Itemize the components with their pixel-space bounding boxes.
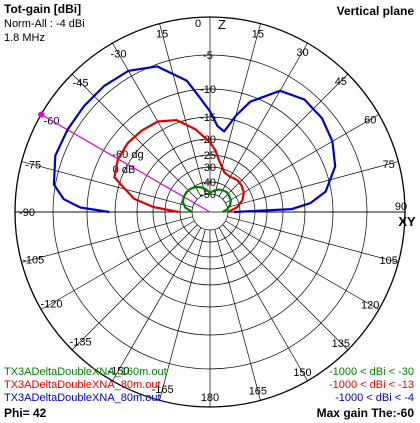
grid-spoke	[159, 229, 206, 401]
radial-tick-label: -30	[200, 162, 216, 174]
pattern-line-blue	[52, 65, 337, 214]
grid-spoke	[227, 161, 399, 208]
pattern-line-green	[181, 186, 232, 213]
grid-spoke	[222, 73, 349, 200]
grid-spoke	[214, 229, 261, 401]
angle-tick-label-left: -105	[22, 254, 44, 266]
angle-tick-label: 135	[332, 338, 350, 350]
plane-label: Vertical plane	[336, 4, 414, 18]
normalization-label: Norm-All : -4 dBi	[4, 18, 85, 30]
grid-spoke	[214, 23, 261, 195]
angle-tick-label-left: -135	[70, 336, 92, 348]
chart-title: Tot-gain [dBi]	[4, 2, 82, 16]
angle-tick-label: 60	[364, 115, 376, 127]
legend-file-red: TX3ADeltaDoubleXNA_80m.out	[4, 379, 161, 391]
angle-tick-label: 75	[383, 159, 395, 171]
grid-spoke	[225, 114, 380, 204]
cursor-gain-label: 0 dB	[113, 164, 136, 176]
grid-spoke	[227, 216, 399, 263]
legend-range-green: -1000 < dBi < -30	[328, 366, 414, 378]
angle-tick-label-left: -120	[41, 299, 63, 311]
radial-tick-label: -25	[200, 150, 216, 162]
max-gain-label: Max gain The:-60	[316, 406, 414, 420]
angle-tick-label: 105	[380, 255, 398, 267]
angle-tick-label: 120	[361, 300, 379, 312]
grid-spoke	[21, 216, 193, 263]
legend-range-red: -1000 < dBi < -13	[328, 379, 414, 391]
grid-spoke	[71, 224, 198, 351]
angle-tick-label-left: -30	[111, 49, 127, 61]
axis-label-z: Z	[218, 17, 226, 32]
angle-tick-label-left: -75	[25, 160, 41, 172]
cursor-marker	[38, 111, 45, 118]
angle-tick-label: 165	[249, 386, 267, 398]
pattern-line-red	[113, 119, 245, 214]
grid-spoke	[222, 224, 349, 351]
legend-file-green: TX3ADeltaDoubleXNA_160m.out	[4, 366, 167, 378]
phi-label: Phi= 42	[4, 406, 47, 420]
radial-tick-label: -40	[200, 177, 216, 189]
angle-tick-label-left: -150	[107, 365, 129, 377]
angle-tick-label: 45	[335, 76, 347, 88]
grid-spoke	[225, 220, 380, 310]
legend-range-blue: -1000 < dBi < -4	[335, 392, 414, 404]
angle-tick-label: 15	[156, 28, 168, 40]
grid-spoke	[112, 227, 202, 382]
radial-tick-label: -10	[200, 84, 216, 96]
angle-tick-label: 15	[252, 28, 264, 40]
grid-spoke	[21, 161, 193, 208]
grid-spoke	[112, 42, 202, 197]
cursor-angle-label: -60 dg	[112, 149, 143, 161]
angle-tick-label-left: -90	[19, 207, 35, 219]
axis-label-xy: XY	[398, 214, 416, 229]
angle-tick-90-right: 90	[395, 201, 407, 213]
cursor-line	[40, 113, 211, 213]
grid-spoke	[218, 227, 308, 382]
angle-tick-zero: 0	[195, 18, 201, 30]
grid-spoke	[218, 42, 308, 197]
angle-tick-label-left: -45	[73, 78, 89, 90]
legend-file-blue: TX3ADeltaDoubleXNA_80m.out	[4, 392, 161, 404]
angle-tick-label: 180	[201, 392, 219, 404]
angle-tick-label: 150	[293, 367, 311, 379]
grid-spoke	[159, 23, 206, 195]
grid-spoke	[40, 220, 195, 310]
angle-tick-label: 30	[296, 47, 308, 59]
angle-tick-label-left: -165	[152, 384, 174, 396]
radial-tick-label: -5	[203, 50, 213, 62]
frequency-label: 1.8 MHz	[4, 32, 45, 44]
